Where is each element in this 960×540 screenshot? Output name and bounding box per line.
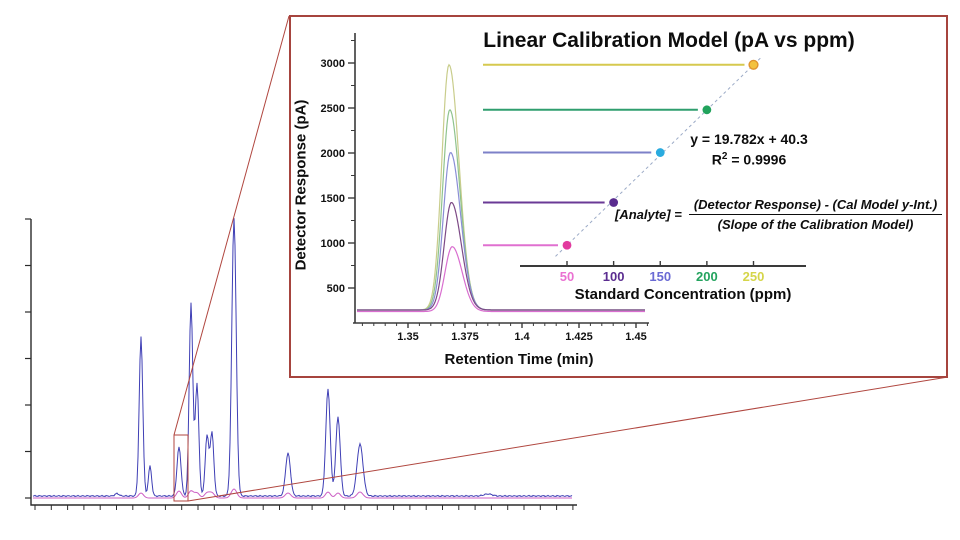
inset-y-tick-label: 2000: [321, 148, 345, 160]
calibration-point-200ppm: [702, 105, 712, 115]
analyte-formula: [Analyte] = (Detector Response) - (Cal M…: [615, 197, 943, 232]
r2-exponent: 2: [721, 151, 728, 162]
inset-axes: [353, 33, 649, 324]
calibration-inset-panel: 3000 2500 2000 1500 1000 500 1.35 1.375 1.4 1.425…: [289, 15, 948, 378]
zoom-connector-top: [173, 15, 290, 436]
low-standard-trace: [33, 488, 572, 499]
inset-x-tick-label: 1.4: [514, 331, 530, 343]
concentration-tick-label: 100: [603, 269, 625, 284]
concentration-tick-label: 200: [696, 269, 718, 284]
r2-symbol: R: [711, 151, 722, 168]
equation-line1: y = 19.782x + 40.3: [690, 131, 808, 147]
concentration-axis-label: Standard Concentration (ppm): [574, 286, 792, 303]
r2-value: = 0.9996: [727, 151, 787, 168]
formula-numerator: (Detector Response) - (Cal Model y-Int.): [688, 197, 943, 215]
calibration-point-100ppm: [609, 198, 619, 207]
formula-denominator: (Slope of the Calibration Model): [717, 217, 914, 232]
formula-lhs: [Analyte] =: [615, 207, 682, 222]
high-standard-trace: [32, 218, 573, 498]
inset-x-tick-label: 1.45: [625, 331, 646, 343]
main-axes: [30, 219, 577, 506]
inset-y-tick-label: 1500: [321, 193, 345, 205]
inset-y-tick-label: 500: [327, 283, 345, 295]
zoom-connector-bottom: [187, 376, 949, 502]
formula-fraction: (Detector Response) - (Cal Model y-Int.)…: [688, 197, 943, 232]
inset-y-axis-label: Detector Response (pA): [292, 99, 310, 271]
equation-line2: R2 = 0.9996: [659, 148, 839, 169]
zoom-region-box: [173, 434, 189, 502]
inset-title: Linear Calibration Model (pA vs ppm): [483, 29, 855, 52]
inset-trace-50ppm: [357, 246, 645, 313]
concentration-tick-label: 250: [743, 269, 765, 284]
inset-trace-100ppm: [357, 202, 645, 311]
calibration-point-50ppm: [562, 240, 572, 250]
inset-x-tick-label: 1.375: [451, 331, 479, 343]
concentration-tick-label: 150: [649, 269, 671, 284]
inset-x-tick-label: 1.425: [565, 331, 593, 343]
inset-y-tick-label: 1000: [321, 238, 345, 250]
inset-x-tick-label: 1.35: [397, 331, 418, 343]
inset-y-tick-label: 2500: [321, 103, 345, 115]
calibration-equation: y = 19.782x + 40.3 R2 = 0.9996: [659, 131, 839, 169]
calibration-point-150ppm: [655, 148, 665, 157]
inset-x-axis-label: Retention Time (min): [444, 351, 594, 368]
calibration-inset-canvas: 3000 2500 2000 1500 1000 500 1.35 1.375 1.4 1.425…: [321, 33, 806, 343]
calibration-point-250ppm: [748, 59, 759, 70]
inset-y-tick-label: 3000: [321, 58, 345, 70]
concentration-tick-label: 50: [560, 269, 574, 284]
